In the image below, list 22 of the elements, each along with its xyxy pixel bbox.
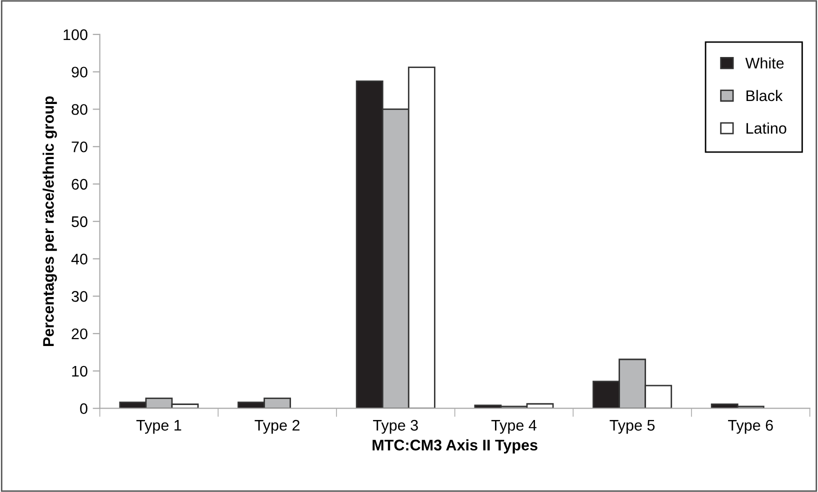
y-tick-label: 60 (72, 178, 88, 190)
legend-label: Latino (746, 122, 786, 134)
y-tick-label: 100 (64, 29, 88, 40)
x-tick-label: Type 2 (254, 420, 300, 434)
y-tick-label: 50 (72, 216, 88, 228)
x-tick-label: Type 3 (373, 420, 418, 434)
y-tick-label: 10 (72, 366, 88, 377)
y-tick-label: 40 (71, 254, 88, 264)
legend-label: Black (746, 90, 783, 102)
y-tick-label: 90 (72, 66, 88, 78)
y-tick-label: 30 (72, 291, 88, 302)
x-tick-label: Type 5 (610, 420, 655, 434)
x-tick-label: Type 6 (728, 420, 773, 434)
x-tick-label: Type 1 (136, 420, 182, 434)
x-axis-title: MTC:CM3 Axis II Types (372, 439, 538, 454)
y-tick-label: 70 (72, 141, 88, 152)
y-tick-label: 20 (72, 328, 88, 340)
legend-label: White (745, 57, 784, 69)
y-tick-label: 0 (80, 403, 88, 414)
y-axis-title: Percentages per race/ethnic group (42, 96, 57, 346)
x-tick-label: Type 4 (491, 420, 536, 434)
y-tick-label: 80 (72, 104, 88, 115)
